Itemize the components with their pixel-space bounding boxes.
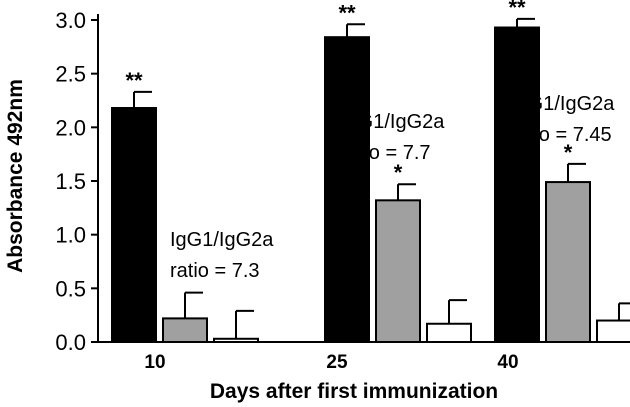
ratio-annotation: IgG1/IgG2a [170, 229, 274, 251]
bar [596, 319, 630, 343]
ratio-annotation: ratio = 7.7 [341, 142, 431, 164]
significance-marker: ** [125, 68, 143, 93]
bar [426, 322, 472, 343]
significance-marker: * [394, 160, 403, 185]
x-tick-label: 25 [326, 352, 348, 373]
significance-marker: ** [508, 0, 526, 20]
bar [162, 317, 208, 343]
x-axis-title: Days after first immunization [210, 380, 498, 403]
ratio-annotation: IgG1/IgG2a [511, 93, 615, 115]
x-tick-label: 10 [144, 352, 165, 373]
y-tick-label: 0.0 [55, 330, 86, 355]
bars: **** **** [111, 0, 630, 343]
y-tick-label: 1.0 [55, 223, 86, 248]
annotations: IgG1/IgG2a ratio = 7.3 IgG1/IgG2a ratio = 7… [170, 93, 615, 282]
y-tick-label: 3.0 [55, 8, 86, 33]
ratio-annotation: ratio = 7.3 [170, 260, 260, 282]
significance-marker: * [564, 140, 573, 165]
bar [545, 181, 591, 343]
ratio-annotation: IgG1/IgG2a [341, 111, 445, 133]
bar [111, 107, 157, 343]
y-tick-label: 1.5 [55, 169, 86, 194]
bar [324, 36, 370, 343]
bar [213, 337, 259, 343]
x-tick-label: 40 [497, 352, 518, 373]
axes: 0.0 0.5 1.0 1.5 2.0 2.5 3.0 10 25 40 [55, 8, 610, 373]
y-tick-label: 2.0 [55, 115, 86, 140]
significance-marker: ** [338, 0, 356, 25]
y-tick-label: 0.5 [55, 276, 86, 301]
ratio-annotation: ratio = 7.45 [511, 124, 612, 146]
y-axis-title: Absorbance 492nm [4, 79, 27, 273]
bar [494, 26, 540, 343]
y-tick-label: 2.5 [55, 62, 86, 87]
bar [375, 199, 421, 343]
